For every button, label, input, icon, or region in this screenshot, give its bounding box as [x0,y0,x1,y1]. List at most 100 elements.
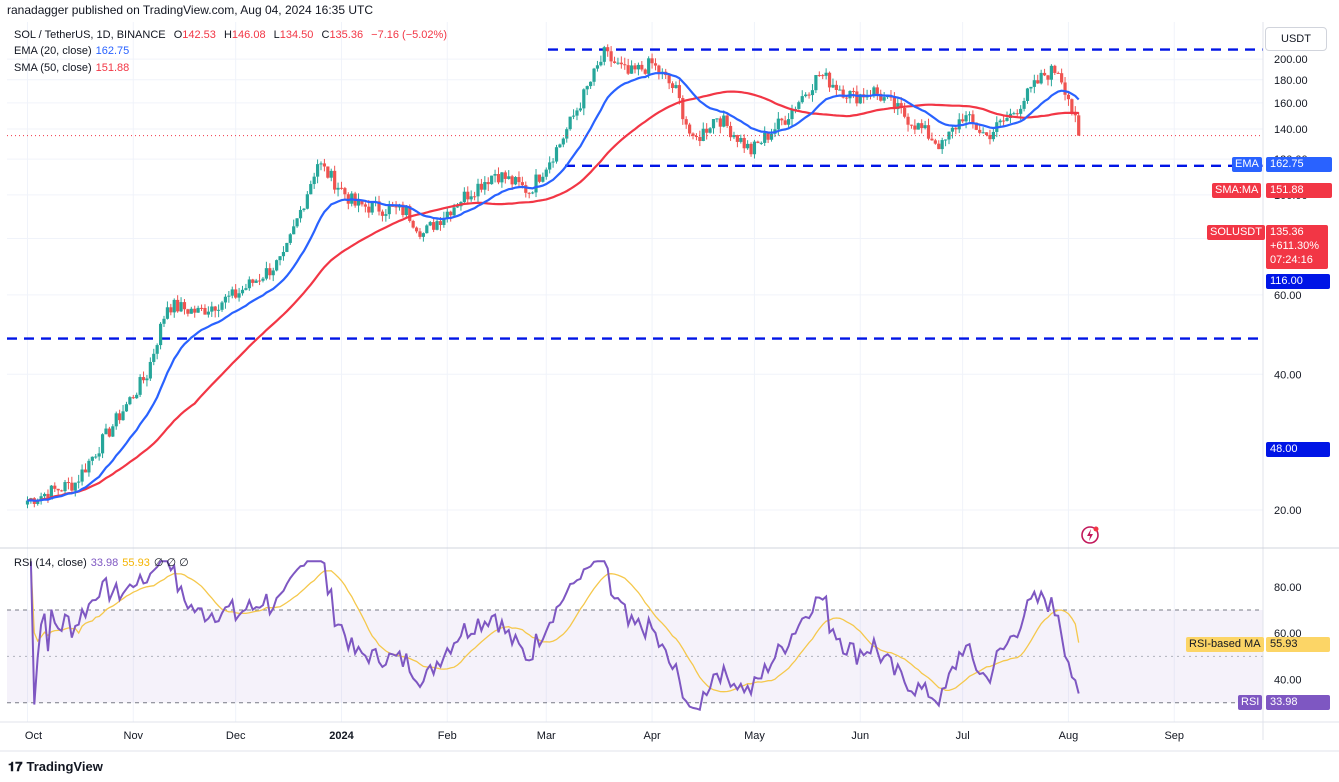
candle-body [950,127,955,132]
currency-selector[interactable]: USDT [1265,27,1327,51]
candle-body [531,192,535,194]
candle-body [728,125,733,138]
candle-body [49,485,53,500]
candle-body [1015,113,1019,115]
rsi-legend-value: 33.98 [90,557,119,569]
level-lines [7,48,1263,340]
lightning-icon[interactable] [1080,525,1100,545]
candle-body [391,205,395,207]
candle-body [810,90,815,96]
candle-body [268,268,272,276]
rsi-tag-name: RSI [1238,695,1263,710]
ema-tag-value: 162.75 [1266,157,1332,172]
candle-body [53,485,57,489]
candle-body [223,296,228,303]
candle-body [121,411,125,421]
candle-body [831,84,835,88]
sma-tag-name: SMA:MA [1212,183,1262,198]
candle-body [541,176,545,182]
candle-body [100,434,105,454]
candle-body [141,377,146,381]
sma-tag-value: 151.88 [1266,183,1332,198]
candle-body [138,377,142,395]
candle-body [872,87,876,97]
candle-body [670,83,675,89]
candle-body [841,89,845,98]
candle-body [544,169,548,177]
candle-body [312,176,316,185]
candle-body [380,211,385,216]
candle-body [1005,118,1009,121]
candle-body [674,85,678,89]
candle-body [425,225,429,234]
candle-body [1036,80,1040,84]
candle-body [206,311,210,315]
candle-body [162,318,166,324]
candle-body [36,500,40,504]
candle-body [568,116,572,130]
candle-body [114,413,118,427]
time-tick-label: Feb [438,730,457,742]
symbol-tag-name: SOLUSDT [1207,225,1265,240]
candle-body [688,124,692,134]
candle-body [377,201,381,212]
time-tick-label: Jun [851,730,869,742]
candle-body [292,226,296,235]
candle-body [394,206,398,208]
ema-legend[interactable]: EMA (20, close) 162.75 [14,45,129,57]
open-value: 142.53 [182,29,216,41]
candle-body [923,125,927,129]
candle-body [182,302,187,310]
rsi-legend[interactable]: RSI (14, close) 33.98 55.93 ∅ ∅ ∅ [14,556,189,569]
price-tick-label: 200.00 [1274,54,1308,66]
candle-body [240,289,245,294]
candle-body [421,233,425,237]
candle-body [790,109,794,120]
candle-body [1049,65,1053,80]
candle-body [97,453,101,457]
candle-body [438,221,443,225]
candle-body [974,122,978,130]
publisher-line: ranadagger published on TradingView.com,… [7,3,374,17]
time-tick-label: Nov [124,730,144,742]
time-tick-label: Jul [956,730,970,742]
candle-body [513,177,518,185]
price-tick-label: 180.00 [1274,75,1308,87]
candle-body [94,456,98,458]
candle-body [152,353,156,362]
candles-layer [25,44,1081,509]
symbol-legend[interactable]: SOL / TetherUS, 1D, BINANCE O142.53 H146… [14,29,447,41]
candle-body [612,61,617,63]
candle-body [428,222,432,226]
rsi-tick-label: 80.00 [1274,582,1302,594]
candle-body [1025,88,1030,101]
candle-body [592,68,596,82]
candle-body [913,125,917,130]
sma-legend[interactable]: SMA (50, close) 151.88 [14,62,129,74]
candle-body [571,115,576,117]
candle-body [476,183,480,197]
candle-body [251,279,255,283]
candle-body [650,58,654,64]
level-48-tag: 48.00 [1266,442,1330,457]
candle-body [220,302,224,310]
candle-body [746,143,750,149]
candle-body [363,204,367,207]
candle-body [333,170,337,190]
candle-body [984,132,989,136]
candle-body [814,75,818,91]
candle-body [756,141,760,144]
candle-body [926,125,931,139]
candle-body [616,62,620,64]
candle-body [896,103,900,110]
tradingview-brand[interactable]: 𝟏𝟕 TradingView [8,759,103,774]
ma-lines-layer [7,71,1263,503]
candle-body [319,163,323,165]
low-value: 134.50 [279,29,314,41]
candle-body [606,47,610,52]
candle-body [735,135,739,142]
candle-body [128,397,132,405]
candle-body [684,119,688,125]
